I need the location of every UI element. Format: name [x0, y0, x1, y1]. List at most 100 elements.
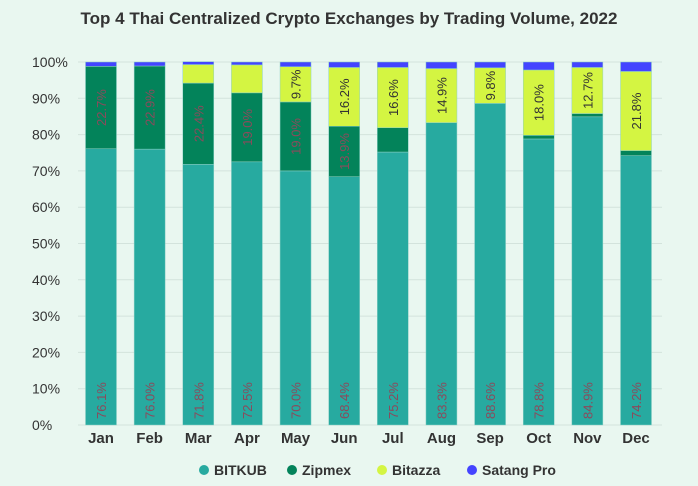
bar-segment-bitkub	[85, 148, 117, 426]
bar-segment-satang-pro	[522, 61, 555, 71]
x-tick-label: Jul	[382, 430, 404, 447]
bar-segment-bitkub	[522, 138, 555, 426]
bar-segment-zipmex	[377, 127, 409, 153]
bar-segment-bitkub	[571, 116, 604, 426]
bar-segment-zipmex	[279, 101, 312, 172]
y-tick-label: 40%	[32, 272, 60, 288]
data-label: 76.1%	[94, 382, 109, 419]
data-label: 71.8%	[191, 382, 206, 419]
y-tick-label: 100%	[32, 54, 68, 70]
x-tick-label: Apr	[234, 430, 260, 447]
bar-segment-bitkub	[328, 176, 360, 426]
bar-segment-satang-pro	[279, 61, 312, 67]
y-tick-label: 70%	[32, 163, 60, 179]
legend: BITKUB Zipmex Bitazza Satang Pro	[199, 462, 556, 478]
bar-segment-satang-pro	[425, 61, 458, 69]
x-tick-label: Jun	[331, 430, 358, 447]
y-tick-label: 30%	[32, 308, 60, 324]
legend-label: Bitazza	[392, 462, 440, 478]
bar-segment-zipmex	[328, 126, 360, 177]
bar-segment-satang-pro	[620, 61, 652, 72]
data-label: 72.5%	[240, 382, 255, 419]
bar-segment-zipmex	[133, 65, 166, 150]
data-label: 83.3%	[434, 382, 449, 419]
x-tick-label: Feb	[136, 430, 163, 447]
y-tick-label: 0%	[32, 417, 52, 433]
data-label: 18.0%	[532, 84, 547, 121]
data-label: 68.4%	[337, 382, 352, 419]
chart-title: Top 4 Thai Centralized Crypto Exchanges …	[81, 9, 618, 28]
bar-segment-bitazza	[620, 71, 652, 151]
bar-segment-zipmex	[182, 82, 215, 165]
legend-label: Zipmex	[302, 462, 351, 478]
data-label: 9.7%	[289, 69, 304, 99]
bar-segment-satang-pro	[571, 61, 604, 68]
bar-segment-zipmex	[620, 150, 652, 156]
bar-segment-satang-pro	[377, 61, 409, 68]
y-tick-label: 20%	[32, 344, 60, 360]
bar-segment-bitazza	[571, 67, 604, 114]
y-tick-label: 10%	[32, 381, 60, 397]
data-label: 22.7%	[94, 89, 109, 126]
bar-segment-satang-pro	[182, 61, 215, 65]
x-tick-label: Dec	[622, 430, 650, 447]
bar-segment-satang-pro	[231, 61, 263, 66]
gridlines	[78, 61, 662, 426]
data-label: 19.0%	[240, 108, 255, 145]
bar-segment-zipmex	[231, 92, 263, 163]
bar-segment-bitazza	[425, 68, 458, 123]
data-label: 76.0%	[143, 382, 158, 419]
bar-segment-bitazza	[279, 66, 312, 103]
y-tick-label: 50%	[32, 236, 60, 252]
bar-segment-bitkub	[425, 122, 458, 426]
y-axis: 0% 10% 20% 30% 40% 50% 60% 70% 80% 90% 100%	[32, 54, 68, 433]
data-label: 12.7%	[580, 72, 595, 109]
data-label: 22.9%	[143, 89, 158, 126]
bar-segment-zipmex	[85, 66, 117, 150]
data-label: 13.9%	[337, 133, 352, 170]
data-label: 84.9%	[580, 382, 595, 419]
x-tick-label: Nov	[573, 430, 602, 447]
bar-segment-bitazza	[474, 67, 506, 104]
y-tick-label: 90%	[32, 90, 60, 106]
data-label: 19.0%	[289, 118, 304, 155]
x-tick-label: Aug	[427, 430, 456, 447]
x-tick-label: May	[281, 430, 311, 447]
bar-segment-bitkub	[133, 148, 166, 426]
data-label: 22.4%	[191, 105, 206, 142]
data-label: 74.2%	[629, 382, 644, 419]
x-tick-label: Sep	[476, 430, 504, 447]
bar-segment-bitazza	[182, 64, 215, 84]
legend-marker	[467, 465, 477, 475]
x-tick-label: Mar	[185, 430, 212, 447]
x-tick-label: Jan	[88, 430, 114, 447]
bar-segment-zipmex	[571, 113, 604, 118]
bar-segment-satang-pro	[474, 61, 506, 69]
bar-segment-bitkub	[377, 151, 409, 426]
data-label: 75.2%	[386, 382, 401, 419]
legend-marker	[377, 465, 387, 475]
bar-segment-bitkub	[231, 161, 263, 426]
x-tick-label: Oct	[526, 430, 551, 447]
data-label: 78.8%	[532, 382, 547, 419]
bar-segment-satang-pro	[133, 61, 166, 67]
legend-label: Satang Pro	[482, 462, 556, 478]
data-label: 88.6%	[483, 382, 498, 419]
bar-segment-bitkub	[620, 155, 652, 426]
legend-label: BITKUB	[214, 462, 267, 478]
bar-segment-bitkub	[182, 164, 215, 426]
bar-segment-bitazza	[377, 67, 409, 128]
bar-segment-satang-pro	[328, 61, 360, 68]
bar-segment-zipmex	[522, 135, 555, 140]
bar-segment-bitazza	[231, 64, 263, 94]
x-axis: Jan Feb Mar Apr May Jun Jul Aug Sep Oct Nov Dec	[88, 430, 650, 447]
bar-segment-satang-pro	[85, 61, 117, 67]
data-label: 9.8%	[483, 70, 498, 100]
y-tick-label: 60%	[32, 199, 60, 215]
data-label: 14.9%	[434, 77, 449, 114]
data-label: 16.6%	[386, 79, 401, 116]
legend-marker	[199, 465, 209, 475]
bars: 76.1% 22.7% 76.0% 22.9% 71.8% 22.4% 72.5% 19.0%…	[85, 61, 652, 426]
bar-segment-bitazza	[328, 67, 360, 127]
